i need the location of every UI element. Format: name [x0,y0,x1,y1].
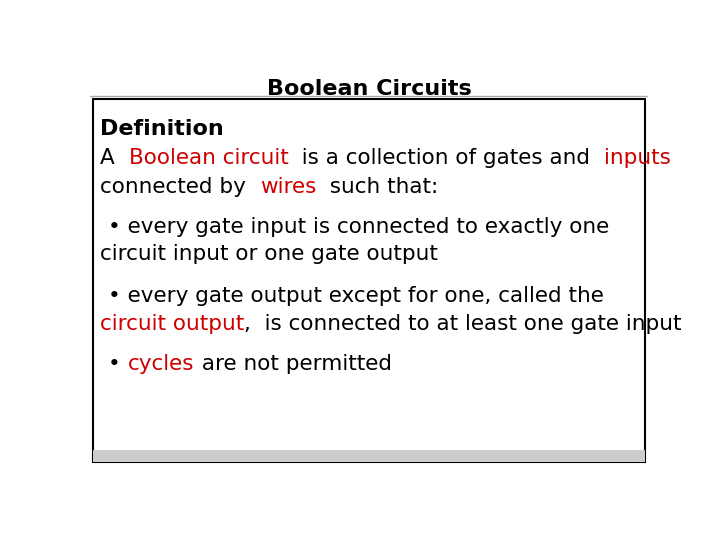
FancyBboxPatch shape [93,450,645,462]
Text: A: A [100,148,129,168]
Text: are not permitted: are not permitted [194,354,392,374]
Text: • every gate input is connected to exactly one: • every gate input is connected to exact… [109,217,610,237]
Text: connected by: connected by [100,177,260,197]
Text: circuit output: circuit output [100,314,244,334]
Text: is a collection of gates and: is a collection of gates and [288,148,604,168]
Text: •: • [109,354,128,374]
Text: wires: wires [260,177,316,197]
Text: such that:: such that: [316,177,438,197]
Text: Boolean circuit: Boolean circuit [129,148,288,168]
FancyBboxPatch shape [93,99,645,462]
Text: Boolean Circuits: Boolean Circuits [266,79,472,99]
Text: ,  is connected to at least one gate input: , is connected to at least one gate inpu… [244,314,682,334]
Text: Definition: Definition [100,119,224,139]
Text: • every gate output except for one, called the: • every gate output except for one, call… [109,286,604,306]
Text: cycles: cycles [128,354,194,374]
Text: circuit input or one gate output: circuit input or one gate output [100,245,438,265]
Text: inputs: inputs [604,148,671,168]
